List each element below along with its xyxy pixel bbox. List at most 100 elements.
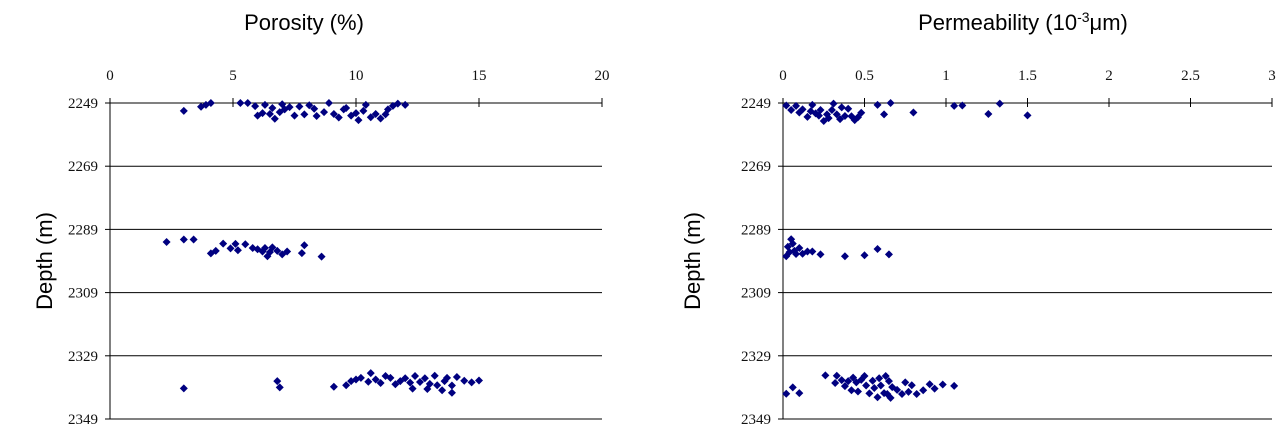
porosity-y-tick-label: 2309 (68, 286, 98, 302)
permeability-data-point (829, 99, 838, 108)
permeability-data-point (798, 105, 807, 114)
permeability-data-point (844, 377, 853, 386)
permeability-x-tick-label: 1 (942, 68, 950, 84)
permeability-data-point (840, 111, 849, 120)
porosity-data-point (334, 113, 343, 122)
porosity-data-point (415, 378, 424, 387)
permeability-data-point (860, 251, 869, 260)
permeability-data-point (984, 110, 993, 119)
permeability-data-point (792, 250, 801, 259)
permeability-data-point (857, 108, 866, 117)
porosity-data-point (265, 110, 274, 119)
porosity-data-point (420, 374, 429, 383)
permeability-data-point (832, 371, 841, 380)
porosity-data-point (324, 99, 333, 107)
porosity-data-point (275, 383, 284, 392)
porosity-data-point (260, 100, 269, 109)
permeability-data-point (787, 105, 796, 114)
permeability-chart: Permeability (10-3μm) Depth (m) 2249 2269… (680, 9, 1276, 428)
porosity-data-point (310, 104, 319, 113)
porosity-x-tick-label: 20 (595, 68, 610, 84)
porosity-data-point (290, 111, 299, 120)
permeability-x-tick-label: 2.5 (1181, 68, 1200, 84)
permeability-data-point (930, 384, 939, 393)
porosity-data-point (241, 240, 250, 249)
porosity-x-tick-label: 15 (472, 68, 487, 84)
permeability-data-point (792, 101, 801, 110)
permeability-data-point (893, 385, 902, 394)
porosity-data-point (383, 105, 392, 114)
porosity-data-point (285, 103, 294, 112)
porosity-data-point (162, 238, 171, 247)
porosity-data-point (317, 252, 326, 261)
porosity-data-point (312, 111, 321, 120)
porosity-data-point (179, 235, 188, 244)
permeability-data-point (808, 247, 817, 256)
permeability-data-point (897, 390, 906, 399)
porosity-y-tick-label: 2269 (68, 159, 98, 175)
porosity-data-point (283, 247, 292, 256)
permeability-data-point (837, 376, 846, 385)
permeability-data-point (873, 100, 882, 109)
porosity-data-point (376, 114, 385, 123)
porosity-data-point (354, 116, 363, 125)
porosity-data-point (391, 380, 400, 389)
permeability-data-point (886, 393, 895, 402)
permeability-data-point (853, 387, 862, 396)
permeability-data-point (814, 111, 823, 120)
porosity-data-point (366, 369, 375, 378)
porosity-data-point (447, 388, 456, 397)
permeability-y-tick-label: 2329 (741, 349, 771, 365)
porosity-data-point (443, 373, 452, 382)
permeability-data-point (901, 378, 910, 387)
porosity-data-point (179, 106, 188, 115)
permeability-data-point (912, 390, 921, 399)
porosity-data-point (295, 102, 304, 111)
permeability-data-point (880, 110, 889, 119)
permeability-data-point (782, 101, 791, 110)
permeability-data-point (831, 378, 840, 387)
porosity-data-point (438, 386, 447, 395)
porosity-data-point (356, 373, 365, 382)
permeability-data-point (950, 101, 959, 110)
porosity-data-point (179, 384, 188, 393)
permeability-y-tick-label: 2249 (741, 96, 771, 112)
permeability-data-point (907, 381, 916, 390)
porosity-data-point (300, 110, 309, 119)
porosity-data-point (320, 108, 329, 117)
porosity-data-point (268, 104, 277, 113)
porosity-data-point (226, 244, 235, 253)
porosity-data-point (329, 110, 338, 119)
porosity-y-tick-label: 2249 (68, 96, 98, 112)
permeability-data-point (816, 105, 825, 114)
porosity-y-tick-label: 2349 (68, 412, 98, 428)
porosity-data-point (268, 243, 277, 252)
porosity-data-point (460, 376, 469, 385)
permeability-data-point (808, 100, 817, 109)
porosity-data-point (467, 378, 476, 387)
porosity-data-point (433, 381, 442, 390)
permeability-data-point (875, 374, 884, 383)
permeability-data-point (873, 244, 882, 253)
permeability-data-point (995, 99, 1004, 108)
permeability-data-point (803, 112, 812, 121)
permeability-data-point (876, 381, 885, 390)
porosity-data-point (393, 99, 402, 108)
porosity-y-tick-label: 2289 (68, 222, 98, 238)
porosity-data-point (452, 372, 461, 381)
permeability-data-point (832, 110, 841, 119)
permeability-y-axis-label: Depth (m) (680, 212, 705, 310)
permeability-data-point (925, 380, 934, 389)
porosity-data-point (236, 99, 245, 107)
permeability-y-tick-label: 2289 (741, 222, 771, 238)
porosity-data-point (243, 99, 252, 107)
permeability-data-point (795, 244, 804, 253)
permeability-data-point (886, 99, 895, 107)
porosity-data-point (342, 381, 351, 390)
permeability-x-tick-label: 1.5 (1018, 68, 1037, 84)
porosity-data-point (364, 377, 373, 386)
porosity-x-tick-label: 10 (349, 68, 364, 84)
permeability-y-tick-label: 2349 (741, 412, 771, 428)
porosity-y-axis-label: Depth (m) (32, 212, 57, 310)
